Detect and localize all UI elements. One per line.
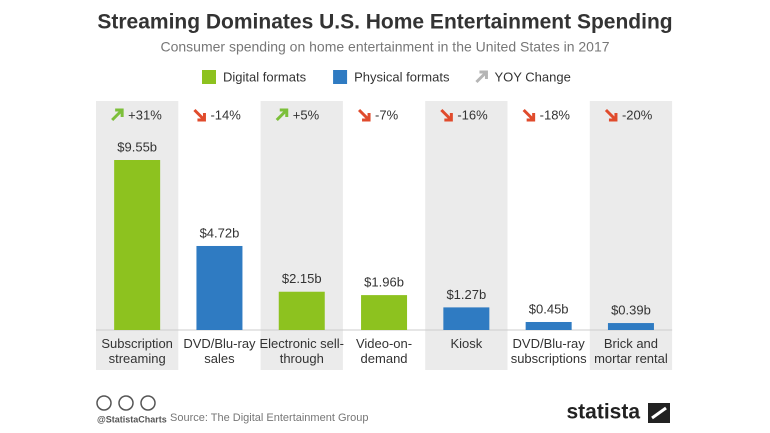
legend-swatch [333,70,348,84]
yoy-arrow-head [279,108,289,117]
yoy-arrow-head [197,113,206,122]
yoy-label: +31% [128,107,162,122]
footer-source: Source: The Digital Entertainment Group [170,412,369,424]
x-tick-label: Electronic sell-through [259,336,345,366]
bar [607,323,654,330]
yoy-label: -18% [540,107,571,122]
x-tick-label: Kiosk [450,336,483,351]
yoy-arrow [522,108,535,122]
bar [525,321,572,330]
bar [443,307,490,330]
legend-arrow-head [479,70,488,79]
chart-subtitle: Consumer spending on home entertainment … [160,39,609,55]
yoy-label: -16% [457,107,488,122]
x-tick-label: DVD/Blu-ray sales [183,336,256,366]
value-label: $1.27b [446,287,486,302]
x-tick-label: Subscription streaming [101,336,173,366]
yoy-arrow [111,108,124,122]
bar [278,291,325,330]
yoy-label: -20% [622,107,653,122]
yoy-label: -14% [210,107,241,122]
value-label: $0.45b [529,301,569,316]
yoy-arrow [440,108,453,122]
yoy-arrow-head [526,113,536,122]
legend-swatch [202,70,216,84]
yoy-arrow-head [444,113,453,122]
yoy-arrow-head [115,108,124,117]
chart-title: Streaming Dominates U.S. Home Entertainm… [97,11,672,34]
brand-icon-mark [651,406,667,420]
x-tick-label: DVD/Blu-ray subscriptions [510,336,587,366]
x-tick-label: Brick and mortar rental [594,336,668,366]
value-label: $0.39b [611,302,651,317]
yoy-arrow [357,108,371,122]
legend-label: YOY Change [494,69,570,84]
yoy-arrow [604,108,618,122]
bar [361,295,408,330]
value-label: $9.55b [117,139,157,154]
value-label: $1.96b [364,275,404,290]
yoy-arrow-head [608,113,618,122]
x-tick-label: Video-on-demand [355,336,413,366]
footer-icons [96,395,156,411]
footer-handle: @StatistaCharts [97,414,167,424]
value-label: $2.15b [282,271,322,286]
value-label: $4.72b [200,225,240,240]
yoy-arrow-head [362,113,371,122]
yoy-arrow [275,108,288,122]
bar [114,160,161,330]
yoy-arrow [193,108,206,122]
bar [196,245,243,330]
yoy-label: -7% [375,107,399,122]
legend-label: Physical formats [354,69,450,84]
legend-label: Digital formats [223,69,307,84]
yoy-label: +5% [293,107,320,122]
legend-arrow [475,70,488,84]
brand-logo: statista [566,401,640,424]
